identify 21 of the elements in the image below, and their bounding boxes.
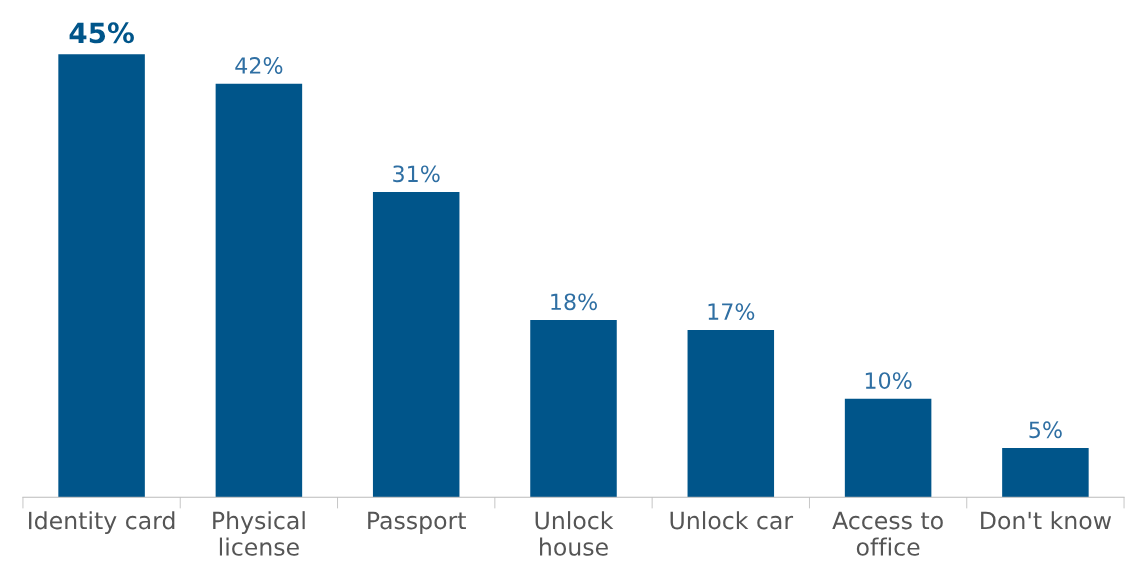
x-tick-label: Passport <box>368 511 466 534</box>
data-label: 45% <box>69 22 134 44</box>
x-tick-label: Unlock car <box>670 511 794 530</box>
bar <box>215 83 303 498</box>
bar <box>530 320 617 498</box>
bar <box>372 192 460 498</box>
x-tick-label: Unlock house <box>535 511 614 556</box>
data-label: 5% <box>1029 421 1062 439</box>
bar <box>58 54 145 498</box>
data-label: 10% <box>865 372 912 389</box>
data-label: 18% <box>551 293 597 311</box>
x-tick-label: Physical license <box>213 511 305 556</box>
x-tick-label: Identity card <box>29 511 175 534</box>
data-label: 17% <box>708 303 755 321</box>
data-label: 31% <box>393 165 440 183</box>
bar <box>844 398 932 498</box>
bar <box>687 329 775 498</box>
x-tick-label: Access to office <box>832 511 943 556</box>
x-tick-label: Don't know <box>981 511 1112 530</box>
bar <box>1002 448 1089 498</box>
data-label: 42% <box>235 57 283 74</box>
